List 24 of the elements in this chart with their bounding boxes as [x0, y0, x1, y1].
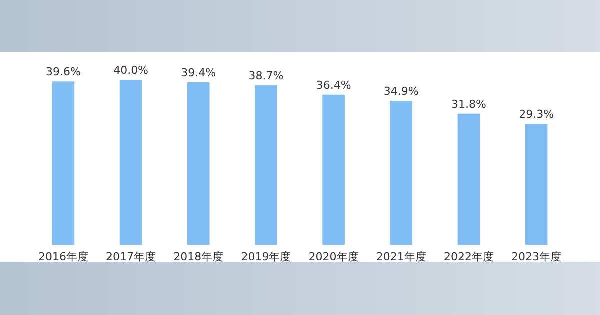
x-tick-label: 2023年度	[512, 250, 562, 264]
data-label: 40.0%	[114, 64, 149, 77]
x-tick-label: 2020年度	[308, 250, 359, 264]
data-label: 29.3%	[519, 108, 554, 122]
data-label: 34.9%	[384, 85, 419, 98]
bar	[255, 85, 278, 245]
bar	[525, 124, 548, 245]
bar	[458, 114, 480, 245]
x-tick-label: 2022年度	[444, 250, 494, 264]
bar	[187, 82, 210, 245]
x-tick-label: 2018年度	[174, 250, 224, 264]
x-tick-label: 2017年度	[106, 250, 156, 264]
bar	[390, 101, 413, 245]
data-label: 39.6%	[46, 66, 81, 79]
x-tick-label: 2019年度	[241, 250, 292, 264]
x-tick-label: 2016年度	[38, 250, 88, 264]
bar	[322, 94, 345, 245]
data-label: 36.4%	[316, 78, 352, 92]
data-label: 31.8%	[451, 98, 486, 111]
data-label: 38.7%	[248, 69, 284, 82]
bar	[120, 80, 142, 245]
x-tick-label: 2021年度	[376, 250, 426, 264]
data-label: 39.4%	[181, 66, 216, 80]
bar	[52, 82, 75, 245]
